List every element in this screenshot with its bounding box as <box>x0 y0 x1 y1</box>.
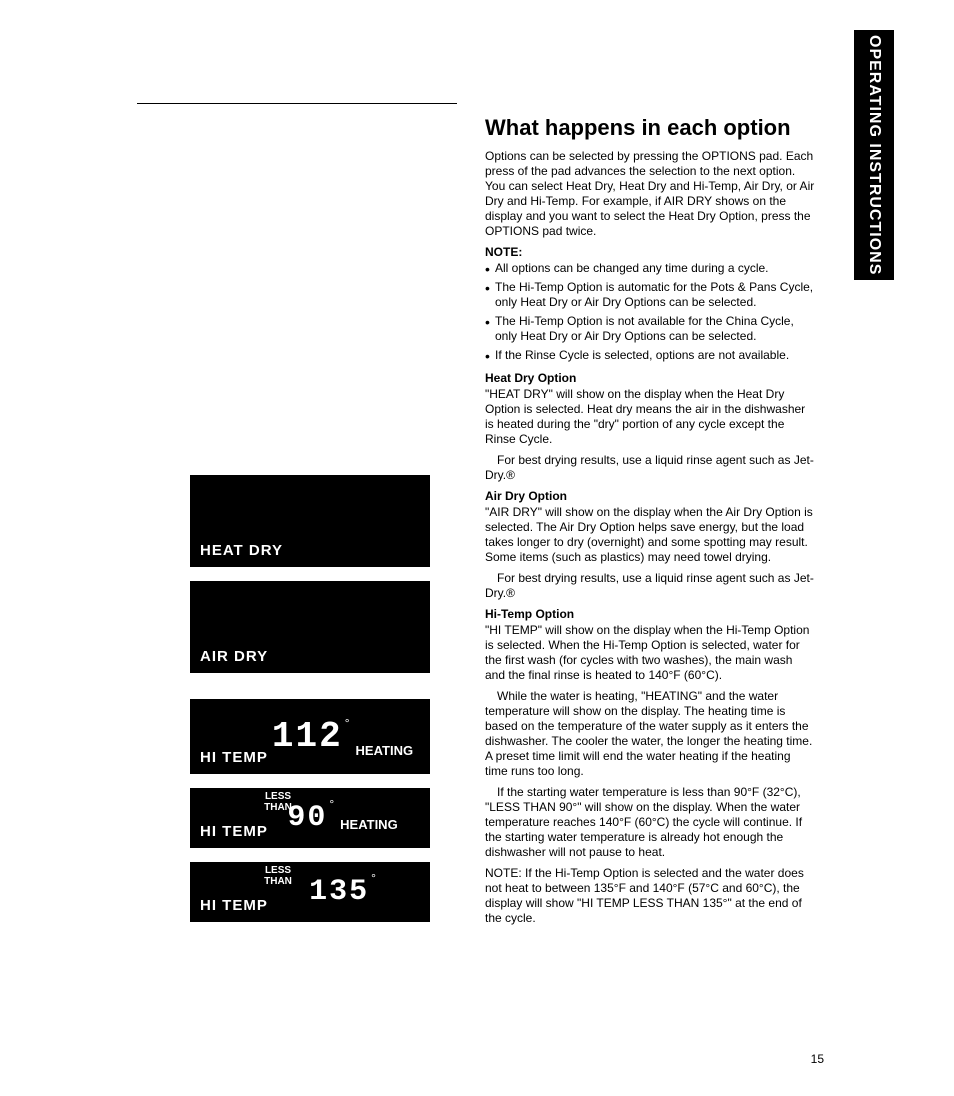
note-item: The Hi-Temp Option is not available for … <box>485 314 815 344</box>
note-item: If the Rinse Cycle is selected, options … <box>485 348 815 363</box>
display-label: HI TEMP <box>200 749 268 766</box>
display-label: HEAT DRY <box>200 542 283 559</box>
display-hitemp-112: HI TEMP 112 ° HEATING <box>190 699 430 774</box>
page: OPERATING INSTRUCTIONS HEAT DRY AIR DRY … <box>0 0 954 1096</box>
hi-temp-p3: If the starting water temperature is les… <box>485 785 815 860</box>
display-panels: HEAT DRY AIR DRY HI TEMP 112 ° HEATING L… <box>190 475 430 936</box>
display-label: HI TEMP <box>200 823 268 840</box>
display-hitemp-less-90: LESS THAN HI TEMP 90 ° HEATING <box>190 788 430 848</box>
temperature-value: 90 <box>287 803 327 833</box>
hi-temp-p2: While the water is heating, "HEATING" an… <box>485 689 815 779</box>
note-heading: NOTE: <box>485 245 815 259</box>
display-heat-dry: HEAT DRY <box>190 475 430 567</box>
display-air-dry: AIR DRY <box>190 581 430 673</box>
note-item: All options can be changed any time duri… <box>485 261 815 276</box>
heating-status: HEATING <box>356 743 414 758</box>
page-title: What happens in each option <box>485 115 815 141</box>
note-list: All options can be changed any time duri… <box>485 261 815 363</box>
display-hitemp-less-135: LESS THAN HI TEMP 135 ° <box>190 862 430 922</box>
air-dry-p2: For best drying results, use a liquid ri… <box>485 571 815 601</box>
air-dry-heading: Air Dry Option <box>485 489 815 503</box>
heat-dry-p1: "HEAT DRY" will show on the display when… <box>485 387 815 447</box>
note-item: The Hi-Temp Option is automatic for the … <box>485 280 815 310</box>
intro-paragraph: Options can be selected by pressing the … <box>485 149 815 239</box>
display-label: AIR DRY <box>200 648 268 665</box>
heat-dry-heading: Heat Dry Option <box>485 371 815 385</box>
degree-symbol: ° <box>371 871 376 885</box>
heating-status: HEATING <box>340 817 398 832</box>
degree-symbol: ° <box>329 797 334 811</box>
temperature-value: 135 <box>309 877 369 907</box>
heat-dry-p2: For best drying results, use a liquid ri… <box>485 453 815 483</box>
segment-readout: 135 ° <box>265 868 420 916</box>
side-tab-operating-instructions: OPERATING INSTRUCTIONS <box>854 30 894 280</box>
segment-readout: 90 ° HEATING <box>265 794 420 842</box>
hi-temp-note: NOTE: If the Hi-Temp Option is selected … <box>485 866 815 926</box>
page-number: 15 <box>811 1052 824 1066</box>
degree-symbol: ° <box>345 716 350 730</box>
text-column: What happens in each option Options can … <box>485 115 815 932</box>
column-rule <box>137 103 457 104</box>
segment-readout: 112 ° HEATING <box>265 705 420 768</box>
display-label: HI TEMP <box>200 897 268 914</box>
air-dry-p1: "AIR DRY" will show on the display when … <box>485 505 815 565</box>
temperature-value: 112 <box>272 719 343 755</box>
hi-temp-p1: "HI TEMP" will show on the display when … <box>485 623 815 683</box>
hi-temp-heading: Hi-Temp Option <box>485 607 815 621</box>
